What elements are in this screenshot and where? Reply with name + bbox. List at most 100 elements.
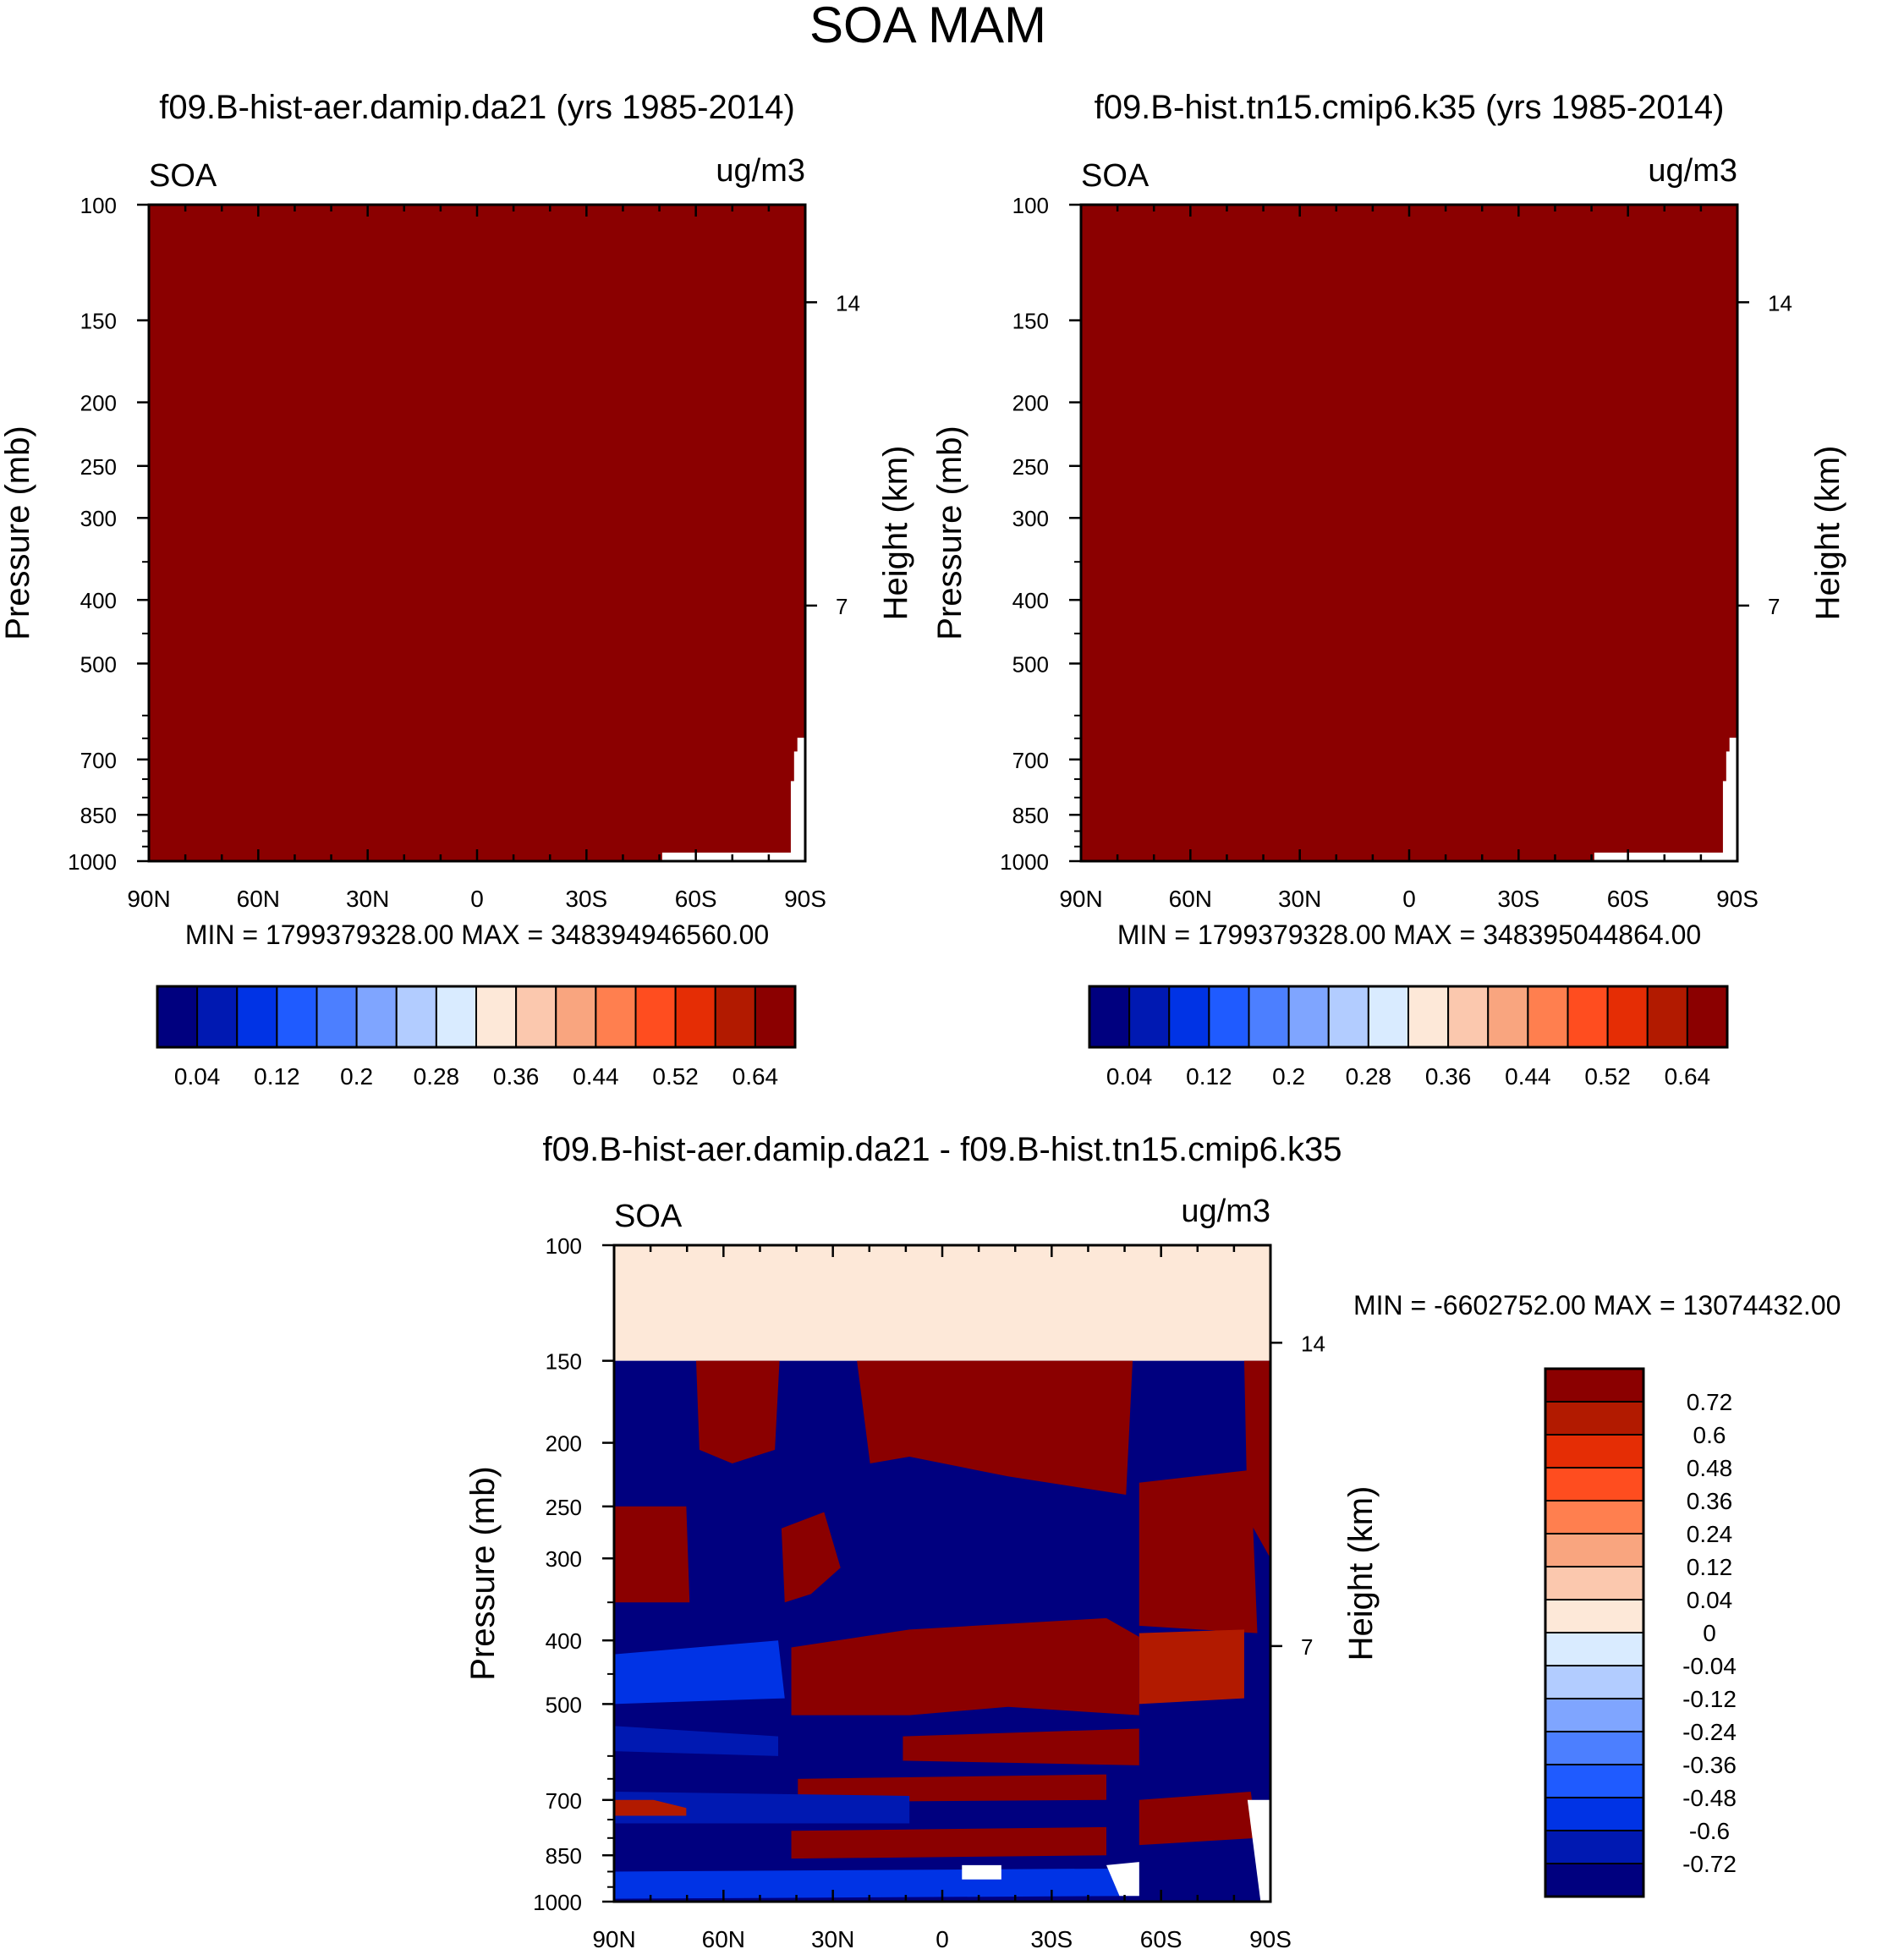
colorbar-box [1545, 1797, 1644, 1831]
colorbar-box [515, 985, 557, 1048]
y-tick-label: 400 [546, 1628, 582, 1654]
colorbar-box [1646, 985, 1688, 1048]
height-tick-label: 14 [1301, 1331, 1325, 1356]
contour-fill [614, 1506, 690, 1603]
y-tick-label: 150 [80, 309, 117, 334]
height-tick-label: 7 [1768, 594, 1780, 619]
colorbar-label: 0.44 [573, 1063, 619, 1090]
colorbar-box [1487, 985, 1529, 1048]
colorbar-frame [1088, 985, 1729, 1049]
height-tick-label: 7 [1301, 1634, 1313, 1660]
panel-model-b: f09.B-hist.tn15.cmip6.k35 (yrs 1985-2014… [931, 89, 1846, 1090]
colorbar-box [1545, 1500, 1644, 1535]
colorbar-label: 0.12 [254, 1063, 300, 1090]
colorbar-box [1208, 985, 1250, 1048]
y-tick-label: 250 [546, 1495, 582, 1520]
y-tick-label: 1000 [533, 1890, 582, 1915]
colorbar-label: 0.64 [733, 1063, 779, 1090]
colorbar-box [1545, 1368, 1644, 1403]
y-tick-label: 150 [546, 1349, 582, 1375]
y-tick-label: 100 [80, 193, 117, 218]
contour-fill [1081, 205, 1737, 861]
contour-fill [614, 1799, 687, 1816]
contour-fill [857, 1360, 1133, 1496]
x-tick-label: 60S [1140, 1926, 1182, 1952]
contour-field [614, 1245, 1270, 1902]
y-tick-label: 200 [546, 1431, 582, 1457]
colorbar-label: -0.72 [1682, 1851, 1737, 1877]
colorbar-box [1545, 1698, 1644, 1732]
y-tick-label: 200 [1012, 391, 1049, 416]
contour-fill [1139, 1469, 1258, 1633]
x-tick-label: 0 [936, 1926, 949, 1952]
contour-fill [791, 1617, 1139, 1716]
colorbar-box [1327, 985, 1369, 1048]
colorbar-label: 0.72 [1687, 1389, 1733, 1415]
colorbar-box [435, 985, 477, 1048]
colorbar-box [1545, 1467, 1644, 1502]
colorbar-box [1545, 1434, 1644, 1469]
y-tick-label: 250 [1012, 454, 1049, 480]
colorbar-label: 0.04 [1687, 1587, 1733, 1613]
colorbar-label: 0.2 [340, 1063, 373, 1090]
colorbar-box [1128, 985, 1171, 1048]
contour-fill [149, 205, 805, 861]
x-tick-label: 60S [675, 886, 717, 912]
contour-fill [1106, 1862, 1139, 1897]
contour-fill [1139, 1629, 1244, 1705]
colorbar-label: -0.24 [1682, 1719, 1737, 1745]
colorbar-box [1545, 1830, 1644, 1864]
colorbar-box [1545, 1731, 1644, 1765]
panel-title: f09.B-hist-aer.damip.da21 (yrs 1985-2014… [159, 89, 795, 126]
colorbar-box [634, 985, 677, 1048]
colorbar-box [1168, 985, 1210, 1048]
colorbar-box [1545, 1533, 1644, 1567]
contour-fill [962, 1864, 1001, 1880]
colorbar-box [1545, 1764, 1644, 1798]
x-tick-label: 90S [1716, 886, 1759, 912]
min-max-stats: MIN = 1799379328.00 MAX = 348394946560.0… [185, 920, 769, 950]
colorbar-box [754, 985, 796, 1048]
colorbar-box [1367, 985, 1409, 1048]
colorbar-label: 0.44 [1505, 1063, 1551, 1090]
colorbar-label: 0.04 [1106, 1063, 1153, 1090]
colorbar-box [1545, 1599, 1644, 1633]
y-tick-label: 850 [80, 803, 117, 828]
colorbar-label: 0.04 [174, 1063, 221, 1090]
y-tick-label: 100 [546, 1233, 582, 1259]
colorbar-label: -0.48 [1682, 1785, 1737, 1811]
x-tick-label: 90N [592, 1926, 635, 1952]
y-axis-title-right: Height (km) [1342, 1486, 1380, 1661]
y-tick-label: 100 [1012, 193, 1049, 218]
contour-fill [696, 1360, 780, 1463]
x-tick-label: 30N [811, 1926, 854, 1952]
colorbar-box [714, 985, 756, 1048]
x-tick-label: 30N [1278, 886, 1321, 912]
colorbar-box [1407, 985, 1450, 1048]
colorbar-box [1545, 1863, 1644, 1897]
colorbar-box [674, 985, 716, 1048]
x-tick-label: 60S [1607, 886, 1649, 912]
colorbar-box [1527, 985, 1569, 1048]
colorbar-label: 0.64 [1665, 1063, 1711, 1090]
contour-fill [1247, 1799, 1270, 1902]
colorbar-box [156, 985, 199, 1048]
y-tick-label: 1000 [1000, 849, 1049, 875]
colorbar-label: 0 [1703, 1620, 1716, 1646]
colorbar-label: 0.36 [493, 1063, 540, 1090]
panel-model-a: f09.B-hist-aer.damip.da21 (yrs 1985-2014… [0, 89, 914, 1090]
x-tick-label: 60N [702, 1926, 745, 1952]
y-axis-title: Pressure (mb) [0, 425, 36, 640]
y-tick-label: 300 [546, 1546, 582, 1572]
colorbar-box [595, 985, 637, 1048]
x-tick-label: 60N [237, 886, 280, 912]
colorbar-box [355, 985, 398, 1048]
colorbar-box [475, 985, 518, 1048]
colorbar-box [276, 985, 318, 1048]
y-tick-label: 300 [80, 506, 117, 531]
min-max-stats: MIN = 1799379328.00 MAX = 348395044864.0… [1117, 920, 1701, 950]
colorbar-box [1606, 985, 1649, 1048]
panel-title: f09.B-hist.tn15.cmip6.k35 (yrs 1985-2014… [1095, 89, 1725, 126]
contour-fill [781, 1512, 841, 1603]
colorbar-box [1545, 1401, 1644, 1436]
